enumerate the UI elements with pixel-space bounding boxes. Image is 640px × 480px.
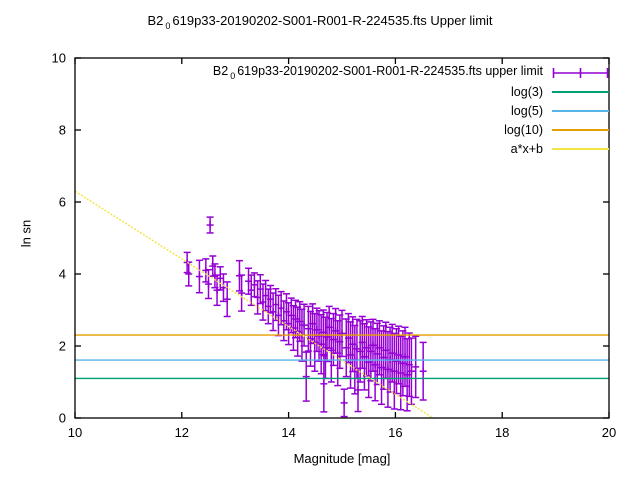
tick-marks (74, 57, 610, 419)
y-tick-label: 10 (52, 51, 66, 66)
legend-entry-log5: log(5) (213, 101, 609, 120)
y-tick-label: 2 (59, 339, 66, 354)
chart-title: B2 0 619p33-20190202-S001-R001-R-224535.ft… (0, 13, 640, 31)
chart-title-rest: 619p33-20190202-S001-R001-R-224535.fts U… (172, 13, 493, 28)
y-tick-label: 4 (59, 267, 66, 282)
legend: B2 0 619p33-20190202-S001-R001-R-224535.ft… (213, 63, 609, 158)
line-sample-icon (552, 143, 609, 155)
legend-entry-log3-label: log(3) (511, 84, 543, 99)
legend-entry-data-label: B2 0 619p33-20190202-S001-R001-R-224535.ft… (212, 64, 543, 81)
error-bars (183, 216, 427, 418)
y-tick-label: 8 (59, 123, 66, 138)
legend-entry-log10: log(10) (213, 120, 609, 139)
errorbar-sample-icon (552, 67, 609, 79)
tick-labels: 10 12 14 16 18 20 0 2 4 6 8 10 (52, 51, 617, 441)
legend-entry-log3: log(3) (213, 82, 609, 101)
x-tick-label: 10 (68, 425, 82, 440)
chart-title-subscript: 0 (165, 20, 171, 31)
x-tick-label: 18 (495, 425, 509, 440)
x-tick-label: 16 (388, 425, 402, 440)
legend-entry-data: B2 0 619p33-20190202-S001-R001-R-224535.ft… (213, 63, 609, 82)
x-axis-label: Magnitude [mag] (293, 451, 391, 466)
legend-entry-fit: a*x+b (213, 139, 609, 158)
legend-entry-fit-label: a*x+b (510, 141, 543, 156)
x-tick-label: 12 (175, 425, 189, 440)
plot-border (74, 57, 610, 419)
x-tick-label: 20 (602, 425, 616, 440)
y-tick-label: 6 (59, 195, 66, 210)
legend-entry-log10-label: log(10) (504, 122, 543, 137)
line-sample-icon (552, 105, 609, 117)
fit-line (74, 190, 435, 420)
x-tick-label: 14 (281, 425, 295, 440)
legend-entry-log5-label: log(5) (511, 103, 543, 118)
y-tick-label: 0 (59, 411, 66, 426)
line-sample-icon (552, 124, 609, 136)
line-sample-icon (552, 86, 609, 98)
y-axis-label: ln sn (18, 219, 34, 248)
chart-title-prefix: B2 (147, 13, 164, 28)
